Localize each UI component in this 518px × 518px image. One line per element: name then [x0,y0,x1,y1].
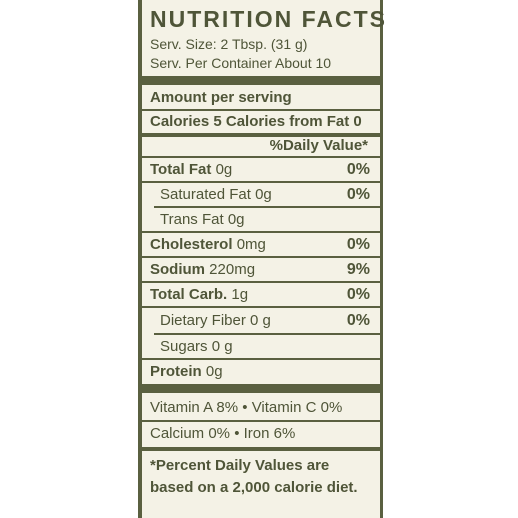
divider [142,420,380,422]
medium-divider [142,133,380,137]
nutrient-name: Cholesterol [150,236,233,253]
cholesterol-row: Cholesterol 0mg [150,237,266,252]
dietary-fiber-dv: 0% [346,312,370,329]
nutrient-amount: 0mg [236,236,266,253]
servings-per-container: Serv. Per Container About 10 [150,55,332,71]
medium-divider [142,447,380,451]
nutrient-amount: 0g [205,363,223,380]
thick-divider [142,76,380,85]
divider [142,156,380,158]
daily-value-header: %Daily Value* [269,137,368,154]
trans-fat-row: Trans Fat 0g [160,212,245,227]
calories-line: Calories 5 Calories from Fat 0 [150,113,362,130]
footnote-line-1: *Percent Daily Values are [150,457,330,474]
nutrient-amount: 220mg [209,261,256,278]
amount-per-serving: Amount per serving [150,89,292,106]
label-title: NUTRITION FACTS [150,6,387,32]
nutrient-name: Total Carb. [150,286,228,303]
divider [142,306,380,308]
nutrient-name: Dietary Fiber [160,312,246,329]
divider [142,109,380,111]
footnote-line-2: based on a 2,000 calorie diet. [150,479,358,496]
divider [154,333,380,335]
nutrient-name: Total Fat [150,161,212,178]
nutrient-amount: 0g [255,186,272,203]
divider [142,181,380,183]
total-fat-row: Total Fat 0g [150,162,232,177]
divider [142,256,380,258]
saturated-fat-dv: 0% [346,186,370,203]
vitamins-row-2: Calcium 0% • Iron 6% [150,425,296,442]
total-fat-dv: 0% [346,161,370,178]
nutrient-amount: 0 g [250,312,271,329]
divider [142,281,380,283]
nutrient-name: Sugars [160,338,208,355]
nutrient-amount: 0g [227,211,245,228]
divider [142,358,380,360]
vitamins-row-1: Vitamin A 8% • Vitamin C 0% [150,399,343,416]
serving-size: Serv. Size: 2 Tbsp. (31 g) [150,36,308,52]
saturated-fat-row: Saturated Fat 0g [160,187,272,202]
nutrition-facts-label: NUTRITION FACTS Serv. Size: 2 Tbsp. (31 … [138,0,385,518]
nutrient-name: Protein [150,363,202,380]
sodium-row: Sodium 220mg [150,262,255,277]
protein-row: Protein 0g [150,364,223,379]
nutrient-amount: 1g [231,286,249,303]
nutrient-amount: 0 g [211,338,233,355]
nutrient-amount: 0g [215,161,233,178]
cholesterol-dv: 0% [346,236,370,253]
total-carb-dv: 0% [346,286,370,303]
nutrient-name: Sodium [150,261,205,278]
sodium-dv: 9% [346,261,370,278]
divider [142,231,380,233]
divider [154,206,380,208]
nutrient-name: Saturated Fat [160,186,251,203]
dietary-fiber-row: Dietary Fiber 0 g [160,313,271,328]
total-carb-row: Total Carb. 1g [150,287,248,302]
thick-divider [142,384,380,393]
sugars-row: Sugars 0 g [160,339,233,354]
nutrient-name: Trans Fat [160,211,224,228]
